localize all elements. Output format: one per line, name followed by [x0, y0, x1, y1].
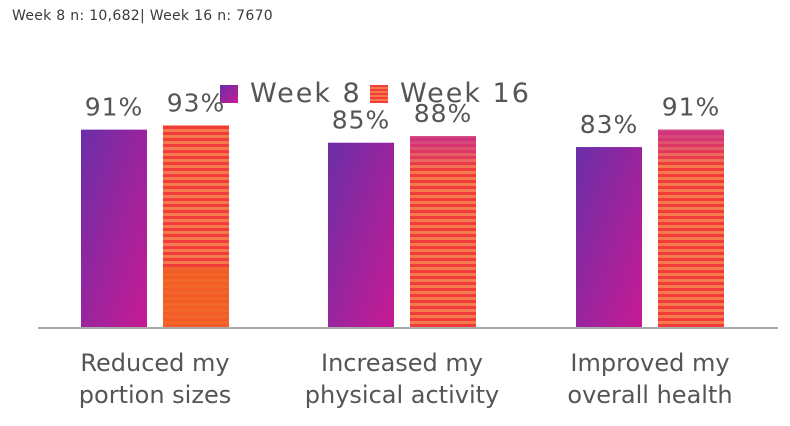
labels-layer: 91% 93% Reduced my portion sizes 85% 88% Incre…	[79, 88, 733, 409]
bar-week-16-2-overlay	[410, 136, 476, 328]
bar-week-8-2	[328, 142, 394, 328]
data-label-week-8-1: 91%	[85, 93, 144, 122]
data-label-week-16-2: 88%	[414, 99, 473, 128]
legend-swatch-week-16	[370, 84, 388, 103]
chart-subtitle: Week 8 n: 10,682| Week 16 n: 7670	[12, 8, 273, 24]
data-label-week-8-3: 83%	[580, 110, 639, 139]
legend-swatch-week-8	[220, 84, 238, 103]
category-label-2-line-2: physical activity	[305, 381, 499, 409]
category-label-2-line-1: Increased my	[321, 349, 483, 377]
category-label-1-line-1: Reduced my	[80, 349, 229, 377]
legend-label-week-16: Week 16	[400, 78, 531, 109]
legend-item-week-8: Week 8	[220, 78, 362, 109]
legend-label-week-8: Week 8	[250, 78, 362, 109]
category-label-1-line-2: portion sizes	[79, 381, 231, 409]
data-label-week-16-3: 91%	[662, 93, 721, 122]
bar-week-16-1-overlay	[163, 125, 229, 328]
category-label-3-line-1: Improved my	[570, 349, 729, 377]
legend: Week 8 Week 16	[0, 78, 790, 112]
data-label-week-16-1: 93%	[167, 88, 226, 117]
bar-week-8-1	[81, 129, 147, 328]
legend-item-week-16: Week 16	[370, 78, 531, 109]
bar-week-16-3-overlay	[658, 129, 724, 328]
data-label-week-8-2: 85%	[332, 106, 391, 135]
category-label-3-line-2: overall health	[567, 381, 732, 409]
bars-layer	[81, 125, 724, 328]
bar-week-8-3	[576, 147, 642, 328]
